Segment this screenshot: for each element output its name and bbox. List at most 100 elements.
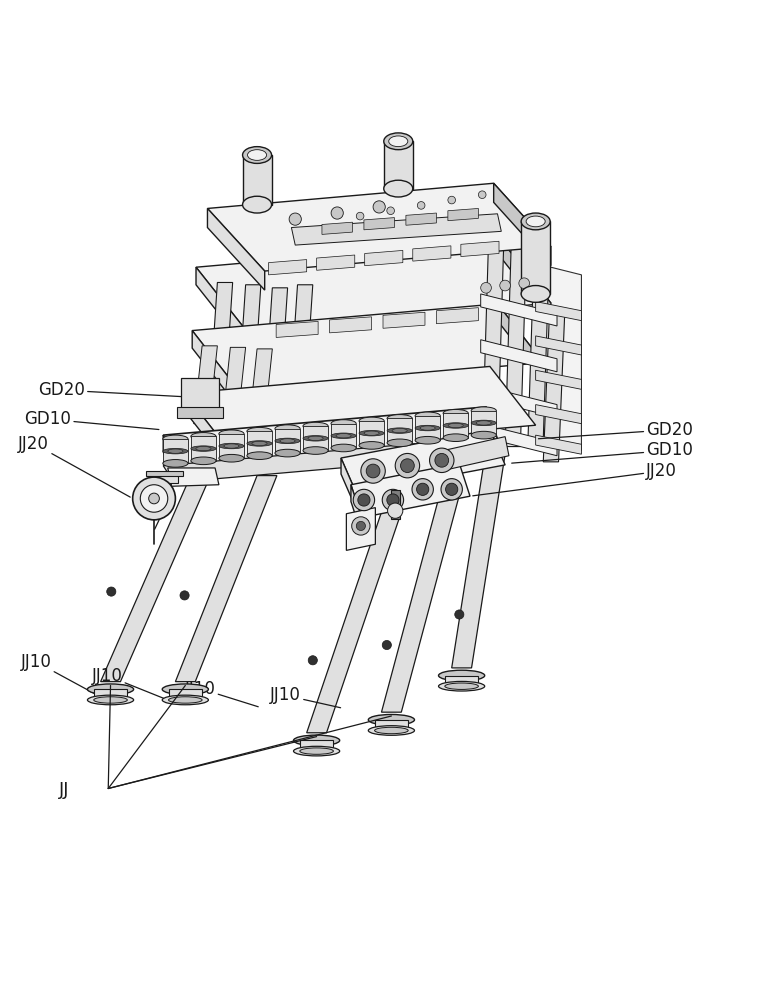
Ellipse shape [336,434,351,438]
Circle shape [356,521,365,531]
Ellipse shape [438,681,485,691]
Text: GD20: GD20 [38,381,185,399]
Polygon shape [346,508,375,550]
Polygon shape [351,485,362,534]
Text: JJ20: JJ20 [473,462,677,496]
Polygon shape [341,430,505,493]
Polygon shape [481,340,557,372]
Circle shape [519,278,529,289]
Circle shape [412,479,434,500]
Ellipse shape [162,684,208,695]
Ellipse shape [243,147,272,163]
Polygon shape [303,426,328,451]
Ellipse shape [384,180,413,197]
Ellipse shape [252,441,267,446]
Circle shape [352,517,370,535]
Text: JJ10: JJ10 [21,653,98,696]
Polygon shape [191,436,216,461]
Polygon shape [535,370,581,389]
Ellipse shape [368,714,414,725]
Polygon shape [306,508,403,733]
Ellipse shape [168,449,183,453]
Ellipse shape [219,454,244,462]
Ellipse shape [331,433,356,438]
Polygon shape [497,304,543,379]
Ellipse shape [445,683,479,689]
Polygon shape [481,294,557,326]
Polygon shape [448,208,479,221]
Polygon shape [287,285,313,433]
Text: GD10: GD10 [512,441,693,463]
Ellipse shape [415,436,440,444]
Ellipse shape [415,425,440,431]
Circle shape [387,494,399,506]
Circle shape [356,212,364,220]
Polygon shape [177,407,223,418]
Polygon shape [329,317,372,333]
Polygon shape [535,263,581,450]
Polygon shape [452,454,505,668]
Polygon shape [406,213,437,225]
Polygon shape [381,492,460,712]
Polygon shape [163,435,175,483]
Polygon shape [359,421,385,445]
Circle shape [479,191,486,199]
Ellipse shape [87,684,133,695]
Ellipse shape [303,422,328,430]
Ellipse shape [471,407,496,415]
Polygon shape [269,260,306,275]
Text: GD20: GD20 [538,421,693,439]
Polygon shape [505,244,526,447]
Ellipse shape [375,727,408,734]
Ellipse shape [526,216,545,227]
Polygon shape [387,418,412,443]
Circle shape [441,479,463,500]
Ellipse shape [331,444,356,452]
Polygon shape [185,366,535,452]
Ellipse shape [331,420,356,427]
Text: JJ20: JJ20 [18,435,130,497]
Polygon shape [175,476,277,682]
Polygon shape [196,241,551,330]
Ellipse shape [219,430,244,438]
Text: JJ10: JJ10 [185,680,258,707]
Ellipse shape [275,449,300,457]
Ellipse shape [521,286,550,302]
Polygon shape [192,331,238,407]
Ellipse shape [247,150,267,160]
Polygon shape [471,411,496,435]
Ellipse shape [219,443,244,449]
Polygon shape [291,214,501,245]
Ellipse shape [448,423,463,428]
Polygon shape [322,222,352,234]
Ellipse shape [443,423,468,428]
Ellipse shape [293,735,339,746]
Circle shape [395,453,420,478]
Ellipse shape [191,446,216,451]
Polygon shape [277,321,318,337]
Ellipse shape [364,431,379,435]
Polygon shape [263,288,287,436]
Polygon shape [444,437,509,469]
Polygon shape [437,308,479,324]
Polygon shape [208,183,551,271]
Ellipse shape [359,442,385,449]
Polygon shape [535,336,581,355]
Circle shape [366,464,380,478]
Ellipse shape [387,428,412,433]
Polygon shape [341,458,356,509]
Polygon shape [483,248,503,450]
Polygon shape [222,347,246,426]
Ellipse shape [275,425,300,432]
Circle shape [387,207,394,215]
Text: GD10: GD10 [25,410,159,430]
Polygon shape [163,407,497,466]
Ellipse shape [169,697,202,703]
Polygon shape [331,424,356,448]
Ellipse shape [196,446,211,451]
Polygon shape [543,315,565,462]
Ellipse shape [163,460,188,467]
Bar [300,740,333,751]
Polygon shape [351,463,470,518]
Ellipse shape [243,196,272,213]
